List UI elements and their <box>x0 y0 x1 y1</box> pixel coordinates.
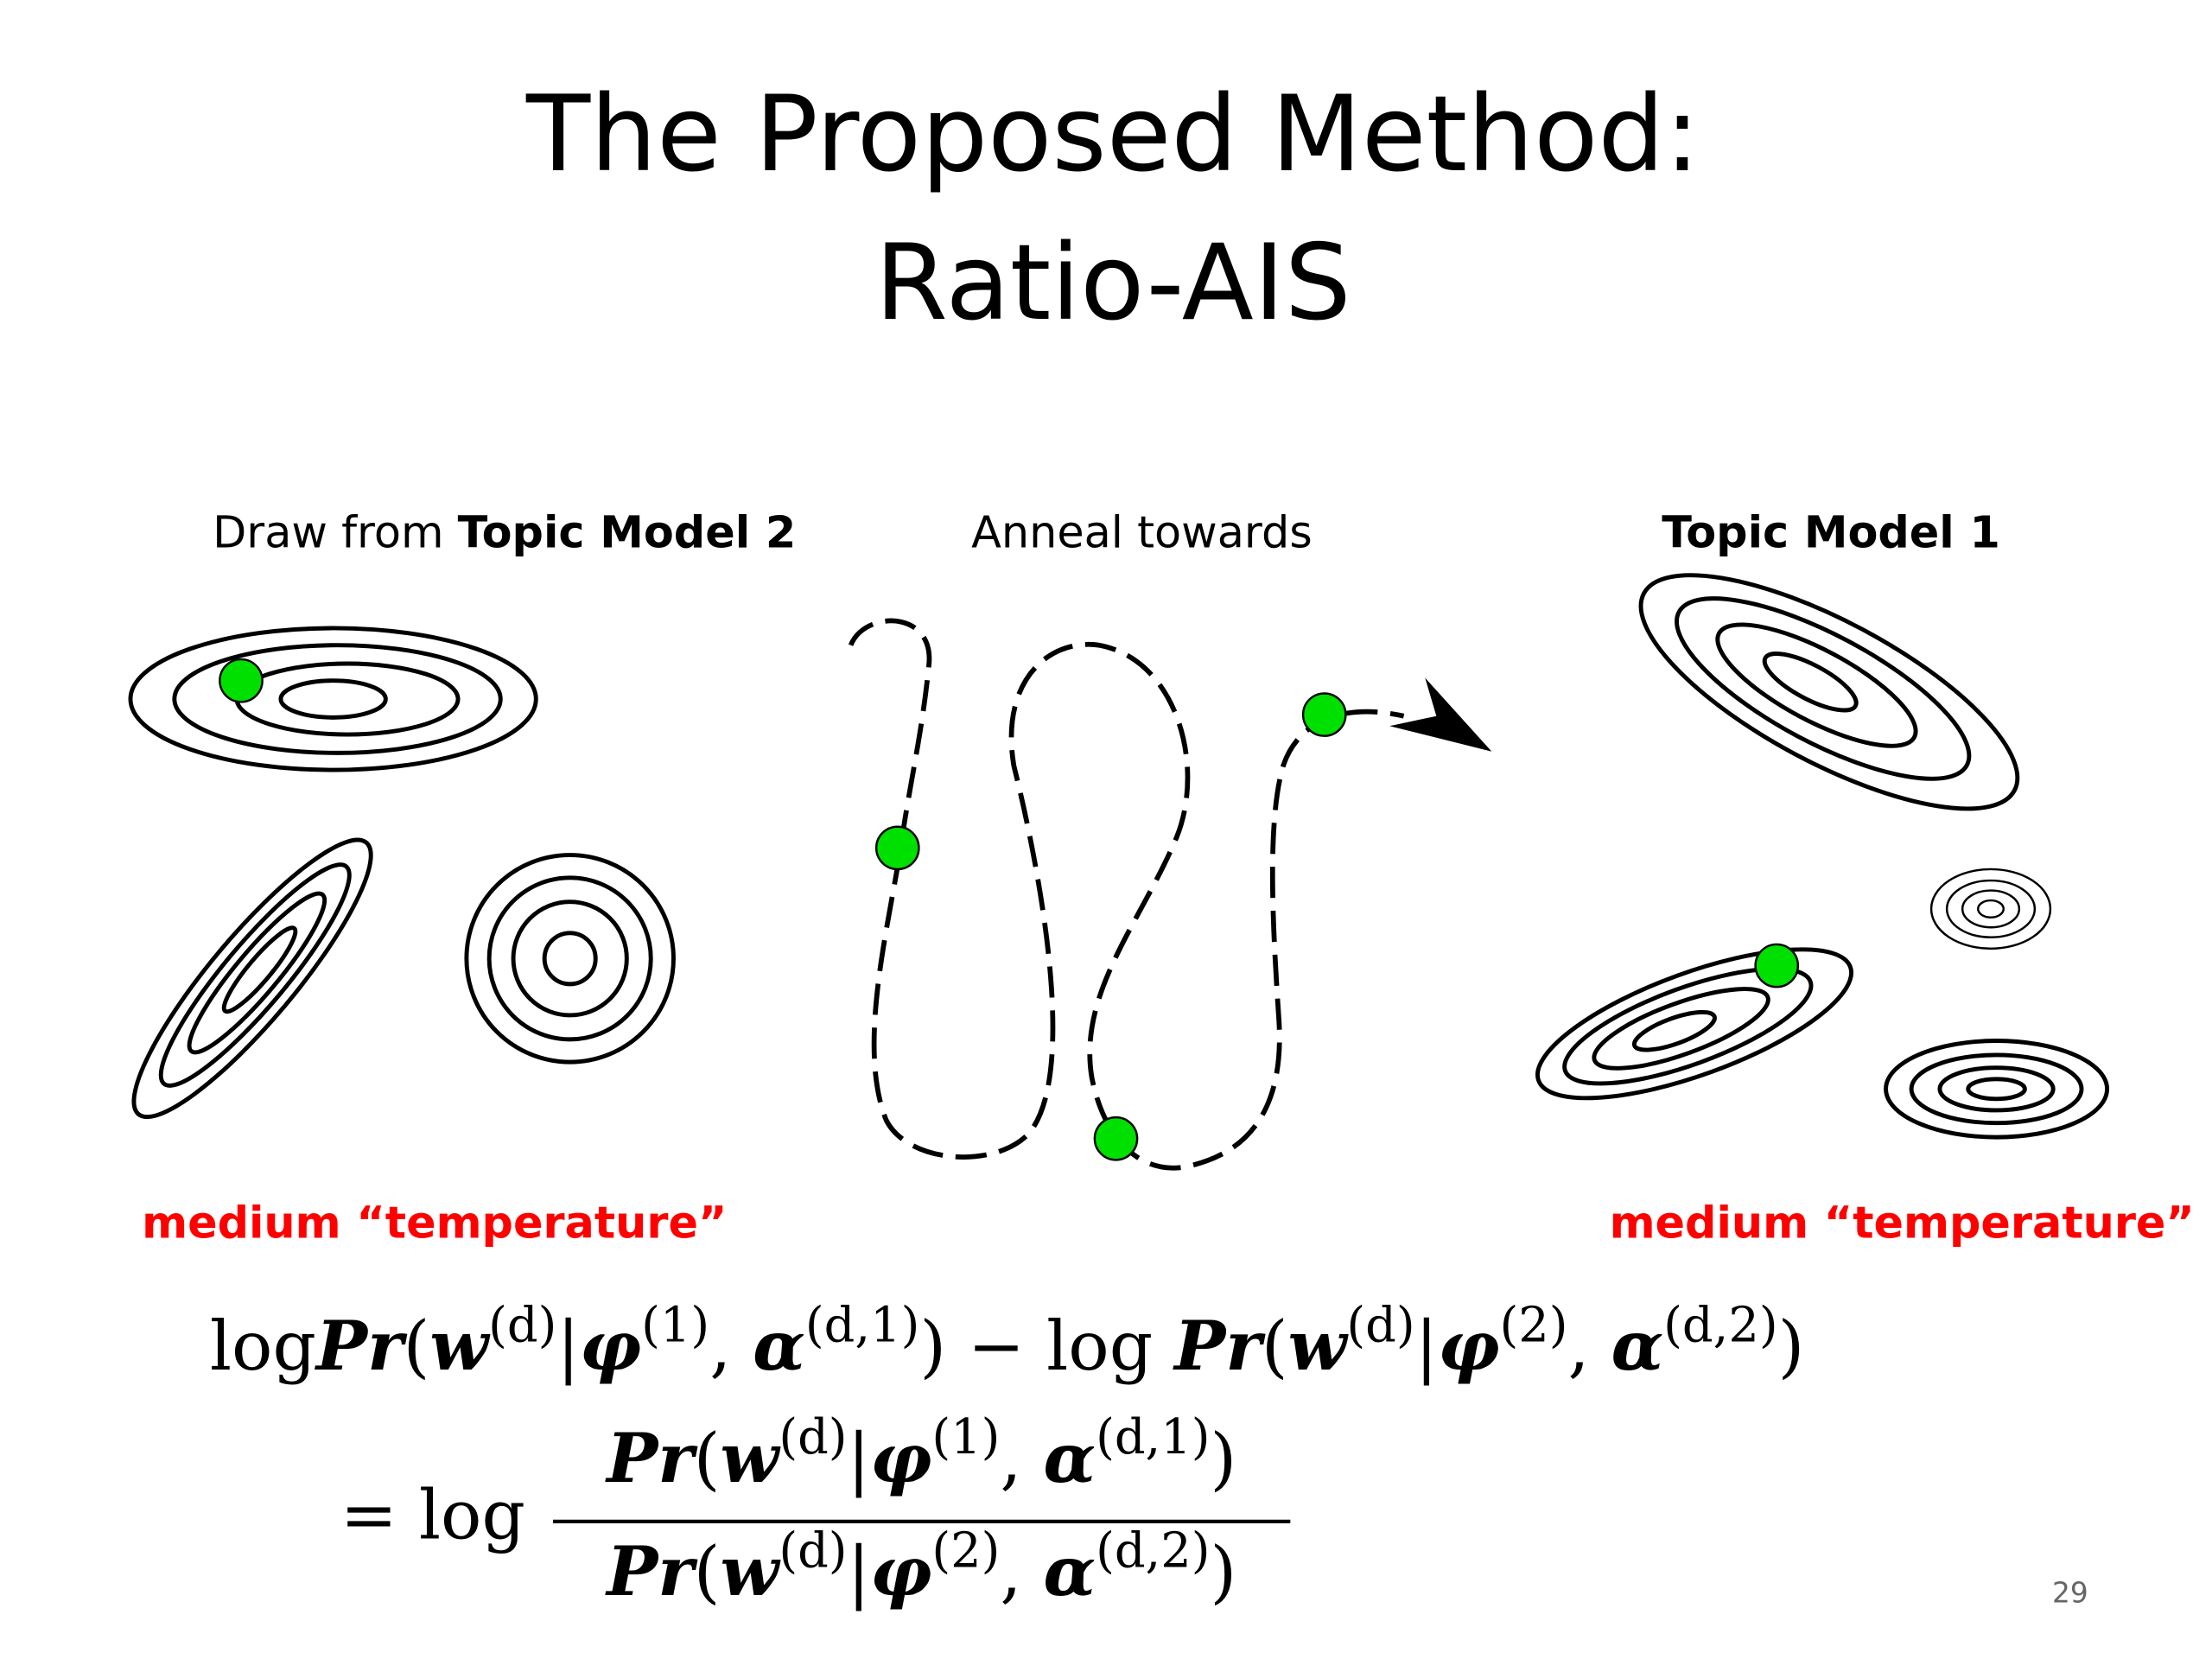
caption: Draw from Topic Model 2 <box>213 506 796 557</box>
sample-dot <box>219 658 264 703</box>
text-span: (d,1) <box>1096 1409 1210 1465</box>
text-span: | <box>848 1419 871 1498</box>
text-span: , <box>1000 1532 1043 1611</box>
text-span: (1) <box>931 1409 1000 1465</box>
text-span: w <box>1288 1306 1350 1386</box>
text-span: φ <box>580 1306 641 1386</box>
text-span: , <box>1567 1306 1611 1386</box>
title-line: The Proposed Method: <box>525 73 1700 195</box>
text-span: ) <box>1778 1306 1805 1386</box>
text-span: α <box>1611 1306 1664 1386</box>
text-span: Pr <box>315 1306 408 1386</box>
text-span: φ <box>1438 1306 1499 1386</box>
text-span: , <box>709 1306 753 1386</box>
text-span: ) − log <box>919 1306 1174 1386</box>
text-span: ( <box>694 1532 721 1611</box>
text-span: , <box>1000 1419 1043 1498</box>
formula-equals: = log <box>340 1476 525 1555</box>
text-span: w <box>721 1531 782 1611</box>
sample-dot <box>1301 692 1347 737</box>
formula-numerator: Pr(w(d)|φ(1), α(d,1)) <box>605 1409 1236 1498</box>
text-span: (d,2) <box>1663 1297 1777 1353</box>
text-span: ) <box>1211 1532 1237 1611</box>
text-span: (2) <box>931 1522 1000 1579</box>
text-span: (d) <box>779 1409 847 1465</box>
distribution <box>1929 868 2052 950</box>
text-span: Anneal towards <box>971 506 1313 557</box>
text-span: | <box>1415 1306 1439 1386</box>
page-number: 29 <box>2052 1576 2088 1609</box>
sample-dot <box>1754 943 1800 988</box>
distribution <box>1535 947 1854 1101</box>
text-span: w <box>721 1418 782 1498</box>
text-span: Draw from <box>213 506 458 557</box>
text-span: α <box>1043 1418 1096 1498</box>
anneal-path <box>848 618 1405 1171</box>
formula-denominator: Pr(w(d)|φ(2), α(d,2)) <box>605 1522 1236 1611</box>
title-line: Ratio-AIS <box>875 221 1351 344</box>
text-span: α <box>1043 1531 1096 1611</box>
sample-dot <box>874 825 920 871</box>
text-span: Pr <box>605 1418 698 1498</box>
text-span: φ <box>870 1531 931 1611</box>
text-span: (1) <box>641 1297 709 1353</box>
text-span: ( <box>1262 1306 1288 1386</box>
distribution <box>464 853 676 1065</box>
text-span: (d,1) <box>805 1297 919 1353</box>
distribution <box>1884 1039 2110 1140</box>
text-span: (2) <box>1499 1297 1567 1353</box>
arrow-head <box>1389 677 1492 752</box>
text-span: Pr <box>1173 1306 1266 1386</box>
text-span: | <box>556 1306 580 1386</box>
note: medium “temperature” <box>1610 1198 2195 1249</box>
text-span: (d) <box>488 1297 556 1353</box>
text-span: (d) <box>779 1522 847 1579</box>
caption: Topic Model 1 <box>1662 506 2000 557</box>
text-span: ( <box>694 1419 721 1498</box>
distribution <box>128 626 538 772</box>
text-span: (d,2) <box>1096 1522 1210 1579</box>
text-span: w <box>429 1306 491 1386</box>
text-span: Topic Model 1 <box>1662 506 2000 557</box>
text-span: Pr <box>605 1531 698 1611</box>
sample-dot <box>1093 1116 1139 1161</box>
text-span: ) <box>1211 1419 1237 1498</box>
text-span: φ <box>870 1418 931 1498</box>
caption: Anneal towards <box>971 506 1313 557</box>
text-span: | <box>848 1532 871 1611</box>
text-span: α <box>753 1306 805 1386</box>
text-span: ( <box>404 1306 430 1386</box>
formula-line: logPr(w(d)|φ(1), α(d,1)) − log Pr(w(d)|φ… <box>210 1297 1805 1386</box>
note: medium “temperature” <box>142 1198 727 1249</box>
text-span: Topic Model 2 <box>458 506 797 557</box>
text-span: log <box>210 1306 316 1386</box>
text-span: (d) <box>1346 1297 1414 1353</box>
